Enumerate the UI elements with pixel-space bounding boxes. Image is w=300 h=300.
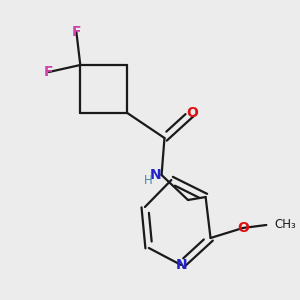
Text: CH₃: CH₃	[274, 218, 296, 232]
Text: F: F	[72, 25, 81, 39]
Text: F: F	[44, 65, 54, 79]
Text: N: N	[150, 168, 162, 182]
Text: O: O	[237, 221, 249, 235]
Text: N: N	[175, 258, 187, 272]
Text: O: O	[186, 106, 198, 120]
Text: H: H	[143, 175, 152, 188]
